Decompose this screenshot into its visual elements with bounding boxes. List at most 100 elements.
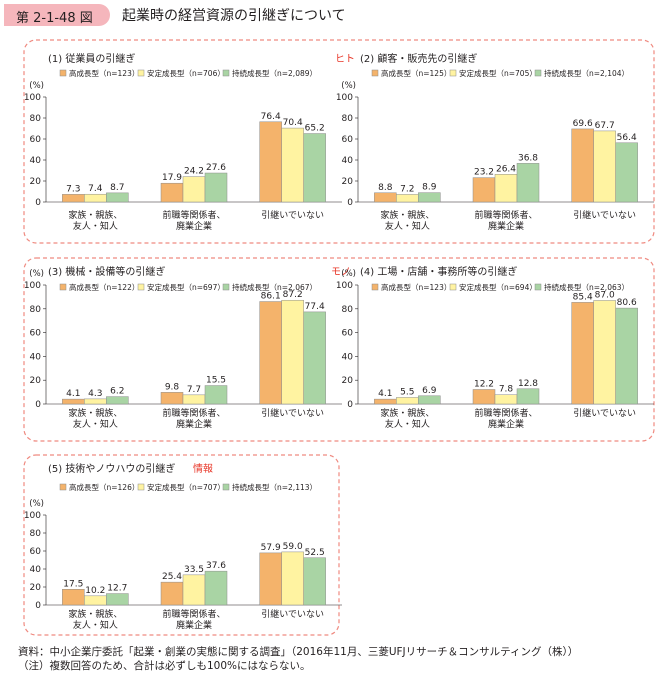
y-tick-label: 20 bbox=[30, 376, 42, 386]
y-tick-label: 40 bbox=[342, 156, 354, 166]
figure-number-badge: 第 2-1-48 図 bbox=[4, 4, 110, 26]
figure-number: 第 2-1-48 図 bbox=[16, 11, 93, 26]
data-label: 57.9 bbox=[261, 543, 281, 553]
y-tick-label: 100 bbox=[336, 93, 353, 103]
data-label: 17.5 bbox=[63, 579, 83, 589]
bar bbox=[62, 398, 85, 405]
bar bbox=[281, 551, 304, 606]
bar bbox=[84, 398, 107, 405]
y-tick-label: 20 bbox=[30, 583, 42, 593]
data-label: 85.4 bbox=[573, 292, 593, 302]
bar bbox=[396, 194, 419, 203]
y-tick-label: 0 bbox=[35, 400, 41, 410]
x-tick-label: 友人・知人 bbox=[73, 220, 118, 232]
y-tick-label: 20 bbox=[30, 177, 42, 187]
x-tick-label: 家族・親族、 bbox=[380, 209, 434, 221]
chart-title: (5) 技術やノウハウの引継ぎ bbox=[48, 462, 175, 475]
bar bbox=[516, 388, 540, 405]
data-label: 8.8 bbox=[378, 183, 393, 193]
y-tick-label: 20 bbox=[342, 376, 354, 386]
bar bbox=[303, 133, 326, 203]
y-axis-unit: (%) bbox=[29, 81, 44, 91]
data-label: 17.9 bbox=[162, 173, 182, 183]
bar bbox=[62, 589, 85, 606]
data-label: 87.2 bbox=[283, 290, 303, 300]
y-tick-label: 60 bbox=[30, 547, 42, 557]
bar bbox=[160, 581, 184, 606]
bar bbox=[494, 394, 518, 405]
legend-entry: 高成長型（n=126） bbox=[69, 482, 139, 492]
footnote-note: （注）複数回答のため、合計は必ずしも100%にはならない。 bbox=[18, 660, 311, 672]
legend-swatch bbox=[534, 283, 542, 291]
y-tick-label: 80 bbox=[30, 305, 42, 315]
legend-swatch bbox=[137, 69, 145, 77]
y-tick-label: 20 bbox=[342, 177, 354, 187]
data-label: 36.8 bbox=[518, 153, 538, 163]
bar bbox=[259, 552, 282, 606]
data-label: 12.8 bbox=[518, 379, 538, 389]
x-tick-label: 廃業企業 bbox=[176, 418, 212, 430]
x-tick-label: 引継いでいない bbox=[261, 608, 324, 620]
data-label: 9.8 bbox=[165, 382, 180, 392]
y-tick-label: 60 bbox=[342, 329, 354, 339]
y-tick-label: 60 bbox=[30, 329, 42, 339]
bar bbox=[204, 172, 228, 203]
legend-swatch bbox=[59, 69, 67, 77]
legend-entry: 高成長型（n=123） bbox=[381, 282, 451, 292]
footnote-source: 資料：中小企業庁委託「起業・創業の実態に関する調査」（2016年11月、三菱UF… bbox=[18, 646, 579, 658]
group-frame-2 bbox=[23, 257, 655, 442]
x-tick-label: 友人・知人 bbox=[385, 418, 430, 430]
y-tick-label: 40 bbox=[30, 352, 42, 362]
data-label: 37.6 bbox=[206, 561, 226, 571]
data-label: 70.4 bbox=[283, 118, 303, 128]
x-tick-label: 前職等関係者、 bbox=[474, 209, 537, 221]
data-label: 80.6 bbox=[617, 298, 637, 308]
y-tick-label: 100 bbox=[336, 281, 353, 291]
bar bbox=[571, 128, 594, 203]
legend-entry: 高成長型（n=123） bbox=[69, 68, 139, 78]
x-tick-label: 友人・知人 bbox=[385, 220, 430, 232]
x-tick-label: 廃業企業 bbox=[176, 619, 212, 631]
legend-entry: 高成長型（n=122） bbox=[69, 282, 139, 292]
y-axis-unit: (%) bbox=[341, 269, 356, 279]
x-tick-label: 廃業企業 bbox=[488, 418, 524, 430]
bar bbox=[418, 192, 441, 203]
legend-swatch bbox=[371, 283, 379, 291]
bar bbox=[374, 192, 397, 203]
data-label: 69.6 bbox=[573, 119, 593, 129]
bar bbox=[160, 392, 184, 405]
data-label: 86.1 bbox=[261, 292, 281, 302]
data-label: 25.4 bbox=[162, 572, 182, 582]
bar bbox=[396, 397, 419, 405]
data-label: 65.2 bbox=[305, 124, 325, 134]
legend-entry: 持続成長型（n=2,063） bbox=[544, 282, 629, 292]
bar bbox=[106, 593, 129, 606]
x-tick-label: 引継いでいない bbox=[261, 407, 324, 419]
legend-entry: 高成長型（n=125） bbox=[381, 68, 451, 78]
data-label: 7.2 bbox=[400, 184, 414, 194]
bar bbox=[160, 182, 184, 203]
data-label: 67.7 bbox=[595, 121, 615, 131]
data-label: 6.2 bbox=[110, 387, 124, 397]
x-tick-label: 前職等関係者、 bbox=[162, 608, 225, 620]
bar bbox=[472, 177, 496, 203]
bar bbox=[62, 194, 85, 203]
bar bbox=[182, 394, 206, 405]
x-tick-label: 家族・親族、 bbox=[68, 608, 122, 620]
data-label: 7.4 bbox=[88, 184, 103, 194]
y-axis-unit: (%) bbox=[29, 499, 44, 509]
figure-title: 起業時の経営資源の引継ぎについて bbox=[122, 8, 346, 24]
data-label: 4.3 bbox=[88, 389, 102, 399]
x-tick-label: 引継いでいない bbox=[573, 407, 636, 419]
chart-title: (2) 顧客・販売先の引継ぎ bbox=[360, 52, 477, 65]
y-tick-label: 40 bbox=[342, 352, 354, 362]
bar bbox=[516, 163, 540, 203]
data-label: 12.7 bbox=[107, 584, 127, 594]
legend-swatch bbox=[59, 283, 67, 291]
group-label: 情報 bbox=[193, 462, 213, 475]
